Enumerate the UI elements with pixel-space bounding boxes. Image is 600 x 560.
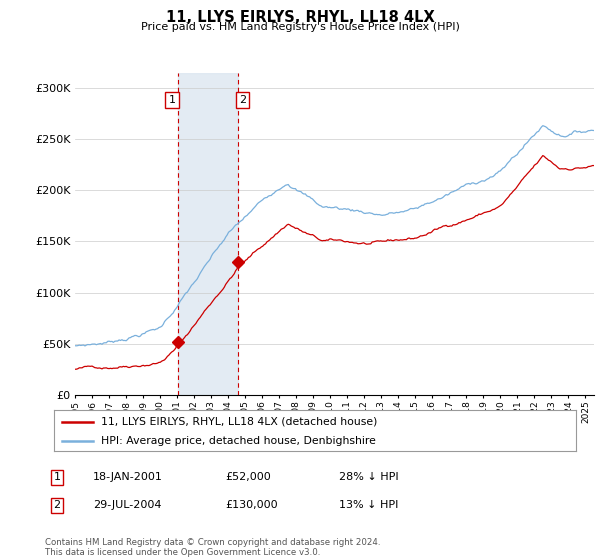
Text: HPI: Average price, detached house, Denbighshire: HPI: Average price, detached house, Denb… xyxy=(101,436,376,446)
Text: 11, LLYS EIRLYS, RHYL, LL18 4LX: 11, LLYS EIRLYS, RHYL, LL18 4LX xyxy=(166,10,434,25)
Text: 29-JUL-2004: 29-JUL-2004 xyxy=(93,500,161,510)
Text: 2: 2 xyxy=(239,95,246,105)
Text: £130,000: £130,000 xyxy=(225,500,278,510)
Text: 1: 1 xyxy=(53,472,61,482)
Text: 11, LLYS EIRLYS, RHYL, LL18 4LX (detached house): 11, LLYS EIRLYS, RHYL, LL18 4LX (detache… xyxy=(101,417,377,427)
Text: 13% ↓ HPI: 13% ↓ HPI xyxy=(339,500,398,510)
Text: 28% ↓ HPI: 28% ↓ HPI xyxy=(339,472,398,482)
Text: £52,000: £52,000 xyxy=(225,472,271,482)
Text: 1: 1 xyxy=(169,95,175,105)
Text: Contains HM Land Registry data © Crown copyright and database right 2024.
This d: Contains HM Land Registry data © Crown c… xyxy=(45,538,380,557)
Bar xyxy=(178,73,238,395)
Text: Price paid vs. HM Land Registry's House Price Index (HPI): Price paid vs. HM Land Registry's House … xyxy=(140,22,460,32)
Text: 2: 2 xyxy=(53,500,61,510)
Text: 18-JAN-2001: 18-JAN-2001 xyxy=(93,472,163,482)
